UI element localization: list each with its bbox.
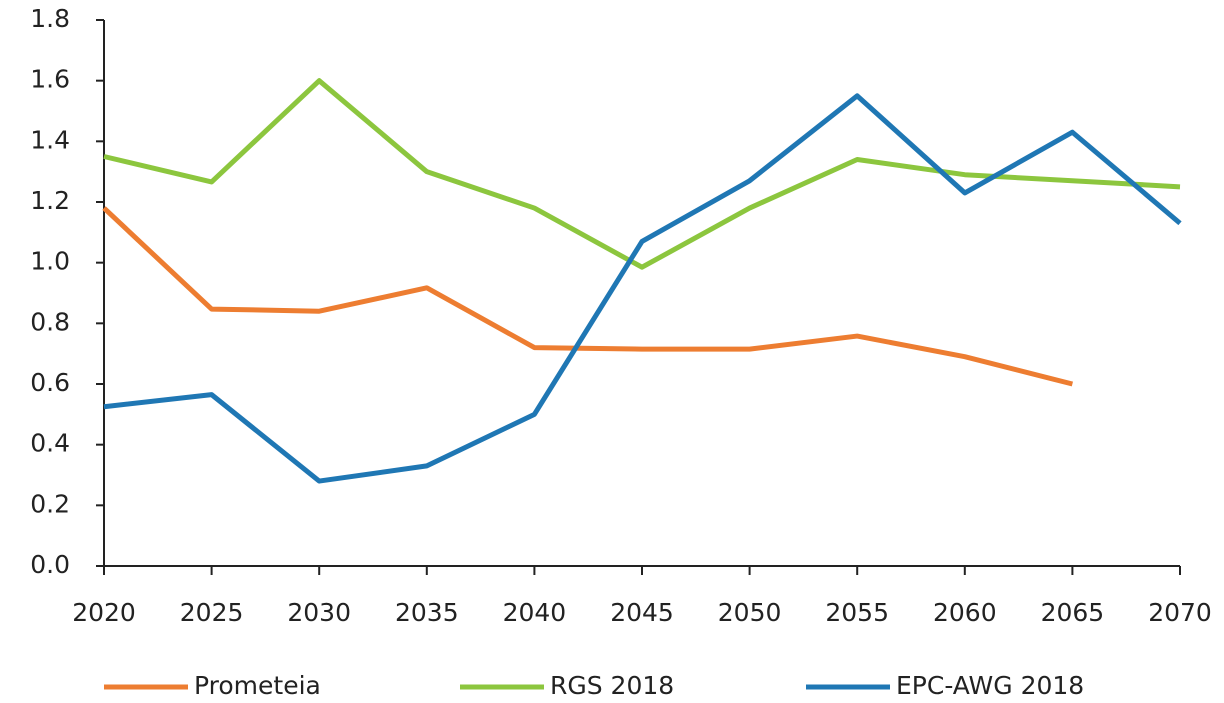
x-tick-label: 2035 bbox=[395, 598, 459, 627]
x-tick-label: 2055 bbox=[825, 598, 889, 627]
x-tick-label: 2045 bbox=[610, 598, 674, 627]
y-tick-label: 0.6 bbox=[30, 368, 70, 397]
x-tick-label: 2050 bbox=[718, 598, 782, 627]
y-tick-label: 0.8 bbox=[30, 307, 70, 336]
x-tick-label: 2065 bbox=[1041, 598, 1105, 627]
y-tick-label: 1.6 bbox=[30, 65, 70, 94]
y-tick-label: 1.2 bbox=[30, 186, 70, 215]
y-tick-label: 0.0 bbox=[30, 550, 70, 579]
x-tick-label: 2060 bbox=[933, 598, 997, 627]
x-tick-label: 2070 bbox=[1148, 598, 1212, 627]
y-tick-label: 1.0 bbox=[30, 247, 70, 276]
x-tick-label: 2025 bbox=[180, 598, 244, 627]
x-tick-label: 2020 bbox=[72, 598, 136, 627]
series-line bbox=[103, 78, 1181, 270]
series-line bbox=[103, 93, 1182, 484]
y-tick-label: 1.4 bbox=[30, 125, 70, 154]
x-tick-label: 2030 bbox=[287, 598, 351, 627]
legend-label: RGS 2018 bbox=[550, 671, 674, 700]
legend-label: EPC-AWG 2018 bbox=[896, 671, 1084, 700]
y-tick-label: 0.2 bbox=[30, 489, 70, 518]
y-tick-label: 1.8 bbox=[30, 4, 70, 33]
x-tick-label: 2040 bbox=[503, 598, 567, 627]
series-line bbox=[102, 206, 1074, 387]
y-tick-label: 0.4 bbox=[30, 429, 70, 458]
legend-label: Prometeia bbox=[194, 671, 321, 700]
